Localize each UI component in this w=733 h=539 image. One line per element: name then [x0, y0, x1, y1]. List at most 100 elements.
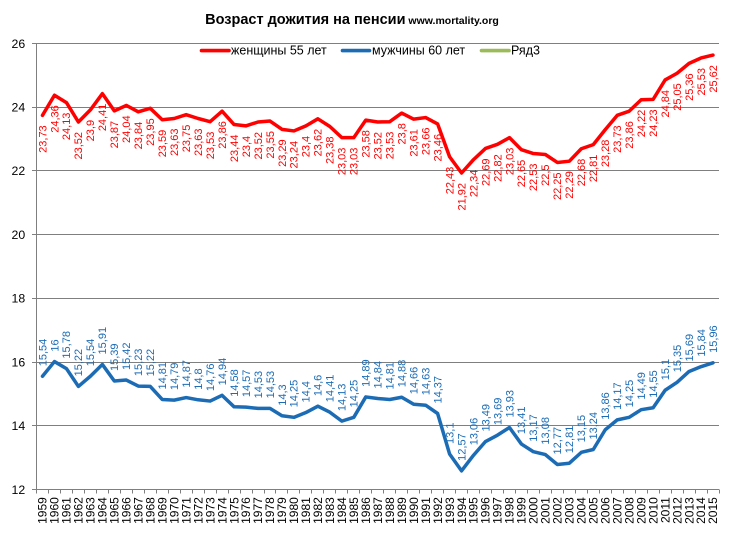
svg-text:23,95: 23,95 — [145, 118, 157, 146]
svg-text:23,29: 23,29 — [277, 139, 289, 167]
svg-text:23,44: 23,44 — [229, 135, 241, 163]
svg-text:12,81: 12,81 — [564, 426, 576, 454]
svg-text:2000: 2000 — [527, 497, 541, 524]
svg-text:14,6: 14,6 — [313, 375, 325, 396]
svg-text:1985: 1985 — [347, 497, 361, 524]
svg-text:14,55: 14,55 — [648, 370, 660, 398]
svg-text:1971: 1971 — [179, 497, 193, 524]
svg-text:1997: 1997 — [491, 497, 505, 524]
svg-text:1963: 1963 — [84, 497, 98, 524]
svg-text:14,3: 14,3 — [277, 384, 289, 405]
svg-text:22,81: 22,81 — [588, 155, 600, 183]
svg-text:2005: 2005 — [586, 497, 600, 524]
svg-text:Возраст дожития на пенсии www.: Возраст дожития на пенсии www.mortality.… — [205, 12, 499, 28]
svg-text:1991: 1991 — [419, 497, 433, 524]
svg-text:23,58: 23,58 — [361, 130, 373, 158]
svg-text:14,4: 14,4 — [301, 381, 313, 402]
svg-text:2008: 2008 — [622, 497, 636, 524]
svg-text:22,5: 22,5 — [540, 165, 552, 186]
svg-text:14,58: 14,58 — [229, 369, 241, 397]
svg-text:24: 24 — [12, 101, 26, 115]
svg-text:22,29: 22,29 — [564, 171, 576, 199]
svg-text:1967: 1967 — [131, 497, 145, 524]
svg-text:12,57: 12,57 — [456, 433, 468, 461]
svg-text:женщины 55 лет: женщины 55 лет — [231, 43, 327, 57]
svg-text:1980: 1980 — [287, 497, 301, 524]
svg-text:23,03: 23,03 — [504, 148, 516, 176]
svg-text:1959: 1959 — [36, 497, 50, 524]
svg-text:14,89: 14,89 — [361, 359, 373, 387]
svg-text:13,08: 13,08 — [540, 417, 552, 445]
svg-text:23,28: 23,28 — [600, 140, 612, 168]
svg-text:14,37: 14,37 — [432, 376, 444, 404]
svg-text:15,23: 15,23 — [133, 349, 145, 377]
svg-text:13,69: 13,69 — [492, 398, 504, 426]
svg-text:23,63: 23,63 — [169, 129, 181, 157]
svg-text:14,53: 14,53 — [253, 371, 265, 399]
svg-text:24,04: 24,04 — [121, 115, 133, 143]
svg-text:24,13: 24,13 — [61, 113, 73, 141]
svg-text:14,63: 14,63 — [420, 368, 432, 396]
svg-text:22,53: 22,53 — [528, 164, 540, 192]
svg-text:24,23: 24,23 — [648, 109, 660, 137]
svg-text:23,8: 23,8 — [397, 123, 409, 144]
svg-text:1974: 1974 — [215, 497, 229, 524]
svg-text:22,34: 22,34 — [468, 170, 480, 198]
svg-text:24,41: 24,41 — [97, 104, 109, 132]
svg-text:1970: 1970 — [167, 497, 181, 524]
svg-text:1986: 1986 — [359, 497, 373, 524]
svg-text:14,79: 14,79 — [169, 363, 181, 391]
svg-text:1992: 1992 — [431, 497, 445, 524]
svg-text:14,13: 14,13 — [337, 384, 349, 412]
svg-text:2002: 2002 — [551, 497, 565, 524]
svg-text:22: 22 — [12, 164, 26, 178]
svg-text:21,92: 21,92 — [456, 183, 468, 211]
svg-text:2007: 2007 — [610, 497, 624, 524]
svg-text:23,4: 23,4 — [301, 136, 313, 157]
svg-text:15,96: 15,96 — [708, 325, 720, 353]
svg-text:1995: 1995 — [467, 497, 481, 524]
svg-text:25,62: 25,62 — [708, 65, 720, 93]
svg-text:2011: 2011 — [658, 497, 672, 523]
svg-text:25,05: 25,05 — [672, 83, 684, 111]
svg-text:14,53: 14,53 — [265, 371, 277, 399]
svg-text:23,63: 23,63 — [193, 129, 205, 157]
svg-text:23,61: 23,61 — [408, 129, 420, 157]
svg-text:1969: 1969 — [155, 497, 169, 524]
svg-text:14,41: 14,41 — [325, 375, 337, 403]
svg-text:23,38: 23,38 — [325, 136, 337, 164]
svg-text:23,46: 23,46 — [432, 134, 444, 162]
svg-text:23,66: 23,66 — [420, 128, 432, 156]
svg-text:23,03: 23,03 — [337, 148, 349, 176]
svg-text:Ряд3: Ряд3 — [511, 43, 540, 57]
svg-text:23,53: 23,53 — [385, 132, 397, 160]
svg-text:15,84: 15,84 — [696, 329, 708, 357]
svg-text:1989: 1989 — [395, 497, 409, 524]
svg-text:14,49: 14,49 — [636, 372, 648, 400]
svg-text:24,22: 24,22 — [636, 110, 648, 138]
svg-text:24,36: 24,36 — [49, 105, 61, 133]
svg-text:13,1: 13,1 — [444, 423, 456, 444]
svg-text:22,65: 22,65 — [516, 160, 528, 188]
svg-text:14,81: 14,81 — [157, 362, 169, 390]
svg-text:23,84: 23,84 — [133, 122, 145, 150]
svg-text:12,77: 12,77 — [552, 427, 564, 455]
svg-text:15,1: 15,1 — [660, 359, 672, 380]
svg-text:15,39: 15,39 — [109, 343, 121, 371]
svg-text:25,53: 25,53 — [696, 68, 708, 96]
svg-text:1996: 1996 — [479, 497, 493, 524]
svg-text:23,52: 23,52 — [253, 132, 265, 160]
svg-text:1994: 1994 — [455, 497, 469, 524]
svg-text:15,22: 15,22 — [145, 349, 157, 377]
svg-text:1984: 1984 — [335, 497, 349, 524]
svg-text:2012: 2012 — [670, 497, 684, 524]
svg-text:13,93: 13,93 — [504, 390, 516, 418]
svg-text:2004: 2004 — [575, 497, 589, 524]
svg-text:2015: 2015 — [706, 497, 720, 524]
svg-text:2003: 2003 — [563, 497, 577, 524]
svg-text:1979: 1979 — [275, 497, 289, 524]
svg-text:2014: 2014 — [694, 497, 708, 524]
svg-text:23,4: 23,4 — [241, 136, 253, 157]
svg-text:13,24: 13,24 — [588, 412, 600, 440]
svg-text:2010: 2010 — [646, 497, 660, 524]
